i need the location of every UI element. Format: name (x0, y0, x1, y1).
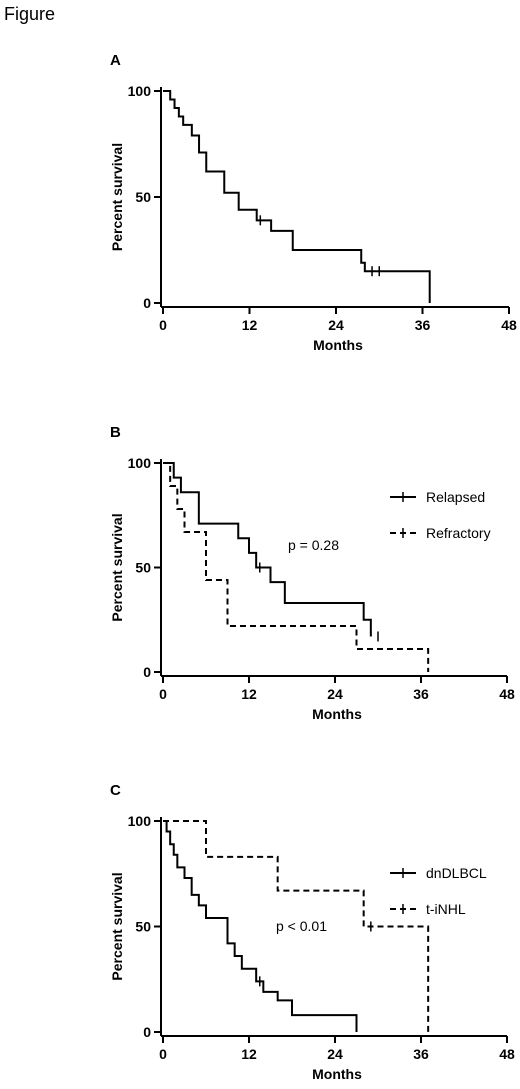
x-tick-label: 24 (327, 686, 343, 702)
y-tick-label: 0 (143, 295, 151, 311)
x-tick-label: 0 (159, 686, 167, 702)
panel-label: B (110, 424, 121, 441)
figure-label: Figure (4, 4, 56, 24)
y-tick-label: 100 (128, 813, 152, 829)
y-axis-title: Percent survival (109, 513, 125, 621)
x-tick-label: 12 (241, 686, 257, 702)
y-tick-label: 100 (128, 455, 152, 471)
survival-curve-dndlbcl (163, 820, 358, 1032)
y-tick-label: 0 (143, 1024, 151, 1040)
y-axis-title: Percent survival (109, 143, 125, 251)
x-tick-label: 0 (159, 1046, 167, 1062)
legend-label: dnDLBCL (426, 865, 487, 881)
panel-b: B 0 50 100 0 12 24 36 48 Months Percent survival Re… (109, 424, 515, 722)
x-tick-label: 0 (159, 317, 167, 333)
x-tick-label: 48 (501, 317, 517, 333)
x-tick-label: 12 (242, 317, 258, 333)
x-tick-label: 36 (413, 686, 429, 702)
x-axis-title: Months (313, 337, 363, 353)
x-tick-label: 48 (499, 1046, 515, 1062)
x-tick-label: 36 (413, 1046, 429, 1062)
y-tick-label: 50 (135, 919, 151, 935)
y-tick-label: 0 (143, 664, 151, 680)
survival-curve-refractory (163, 462, 430, 672)
y-tick-label: 100 (128, 83, 152, 99)
y-tick-label: 50 (135, 560, 151, 576)
panel-label: A (110, 52, 121, 69)
survival-curve-relapsed (163, 462, 372, 637)
legend-label: Relapsed (426, 489, 485, 505)
x-tick-label: 24 (327, 1046, 343, 1062)
survival-curve-t-inhl (163, 820, 430, 1032)
legend-label: t-iNHL (426, 901, 466, 917)
legend-label: Refractory (426, 525, 491, 541)
x-tick-label: 36 (415, 317, 431, 333)
x-axis-title: Months (312, 1066, 362, 1082)
panel-label: C (110, 782, 121, 799)
y-tick-label: 50 (135, 189, 151, 205)
panel-c: C 0 50 100 0 12 24 36 48 Months Percent survival dn… (109, 782, 515, 1082)
x-axis-title: Months (312, 706, 362, 722)
x-tick-label: 48 (499, 686, 515, 702)
p-value-annotation: p < 0.01 (276, 918, 327, 934)
x-tick-label: 12 (241, 1046, 257, 1062)
survival-curve-overall (163, 90, 431, 303)
p-value-annotation: p = 0.28 (288, 537, 339, 553)
panel-a: A 0 50 100 0 12 24 36 48 Months Percent survival (109, 52, 517, 353)
x-tick-label: 24 (328, 317, 344, 333)
y-axis-title: Percent survival (109, 872, 125, 980)
